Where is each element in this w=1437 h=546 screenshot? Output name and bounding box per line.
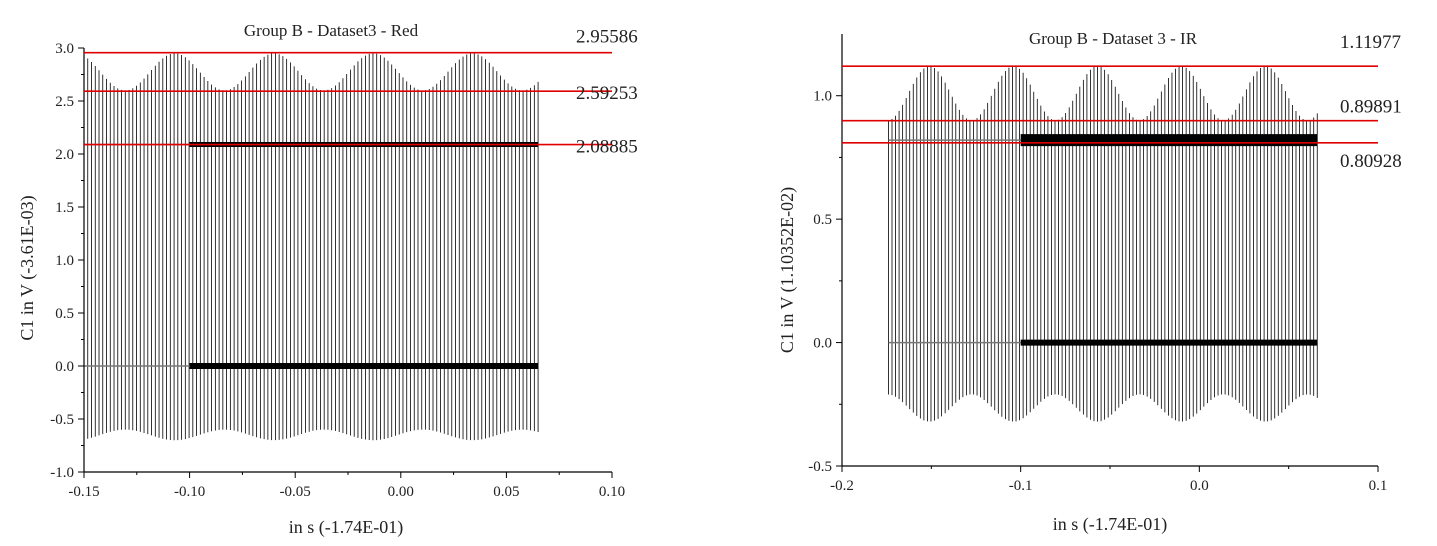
reference-line-label: 1.11977 <box>1340 32 1401 53</box>
reference-lines: 1.11977 0.89891 0.80928 <box>842 32 1402 172</box>
reference-lines: 2.95586 2.59253 2.08885 <box>84 27 638 158</box>
y-tick-label: -0.5 <box>50 412 74 428</box>
y-tick-label: -1.0 <box>50 465 74 481</box>
x-tick-label: -0.2 <box>830 478 854 494</box>
x-tick-label: -0.1 <box>1009 478 1033 494</box>
reference-line-label: 2.59253 <box>576 83 638 104</box>
x-tick-label: -0.15 <box>68 484 99 500</box>
x-tick-label: 0.1 <box>1369 478 1388 494</box>
y-tick-label: 0.0 <box>55 359 74 375</box>
x-tick-label: 0.0 <box>1190 478 1209 494</box>
x-tick-label: 0.00 <box>388 484 414 500</box>
y-tick-label: 0.5 <box>55 306 74 322</box>
chart-red: Group B - Dataset3 - Red in s (-1.74E-01… <box>17 21 638 538</box>
y-tick-label: 1.5 <box>55 200 74 216</box>
x-tick-label: 0.10 <box>599 484 625 500</box>
axes: -0.5 0.0 0.5 1.0 -0.2 -0.1 0.0 0.1 <box>808 34 1387 494</box>
reference-line-label: 2.08885 <box>576 137 638 158</box>
signal-trace <box>83 53 539 441</box>
reference-line-label: 2.95586 <box>576 27 638 48</box>
axes: -1.0 -0.5 0.0 0.5 1.0 1.5 2.0 2.5 3.0 -0.15 -0.10 -… <box>50 41 625 500</box>
signal-spikes <box>888 66 1318 422</box>
y-tick-label: 2.0 <box>55 147 74 163</box>
y-tick-label: 1.0 <box>813 89 832 105</box>
y-tick-label: 0.0 <box>813 336 832 352</box>
x-tick-label: -0.10 <box>174 484 205 500</box>
y-tick-label: 3.0 <box>55 41 74 57</box>
signal-trace <box>888 66 1318 422</box>
y-tick-label: -0.5 <box>808 459 832 475</box>
x-tick-label: -0.05 <box>280 484 311 500</box>
y-tick-label: 0.5 <box>813 212 832 228</box>
x-axis-label: in s (-1.74E-01) <box>1053 514 1167 535</box>
x-axis-label: in s (-1.74E-01) <box>289 517 403 538</box>
y-axis-label: C1 in V (-3.61E-03) <box>17 195 38 340</box>
y-tick-label: 1.0 <box>55 253 74 269</box>
y-tick-label: 2.5 <box>55 94 74 110</box>
y-axis-label: C1 in V (1.10352E-02) <box>777 187 798 353</box>
x-tick-label: 0.05 <box>493 484 519 500</box>
chart-title: Group B - Dataset3 - Red <box>244 21 419 40</box>
chart-ir: Group B - Dataset 3 - IR in s (-1.74E-01… <box>777 29 1402 535</box>
signal-spikes <box>83 53 539 441</box>
chart-title: Group B - Dataset 3 - IR <box>1029 29 1198 48</box>
reference-line-label: 0.80928 <box>1340 151 1402 172</box>
reference-line-label: 0.89891 <box>1340 97 1402 118</box>
